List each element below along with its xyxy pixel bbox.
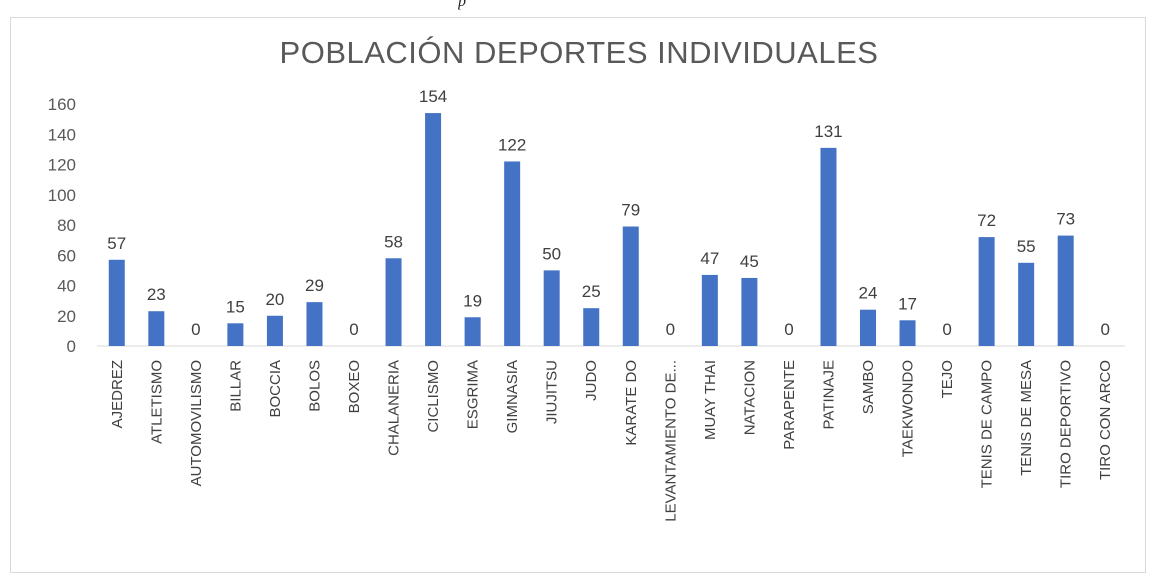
- data-label: 0: [1100, 320, 1109, 339]
- x-tick-label: JIUJITSU: [544, 360, 561, 424]
- bar: [860, 309, 876, 346]
- data-label: 45: [740, 252, 759, 271]
- bar: [227, 323, 244, 346]
- x-tick-label: ATLETISMO: [148, 360, 165, 444]
- data-label: 0: [349, 320, 358, 339]
- bar: [899, 320, 916, 346]
- bar: [385, 258, 402, 346]
- data-label: 0: [191, 320, 200, 339]
- bar: [108, 259, 125, 346]
- bar: [148, 311, 165, 346]
- x-tick-label: TAEKWONDO: [900, 360, 917, 457]
- bar: [978, 237, 995, 346]
- data-label: 19: [463, 291, 482, 310]
- y-tick-label: 80: [57, 216, 76, 235]
- data-label: 122: [498, 135, 526, 154]
- bars-group: [108, 113, 1074, 346]
- x-tick-label: SAMBO: [860, 360, 877, 414]
- y-tick-label: 60: [57, 246, 76, 265]
- x-tick-label: NATACION: [741, 360, 758, 435]
- x-tick-label: BOXEO: [346, 360, 363, 413]
- x-tick-label: PARAPENTE: [781, 360, 798, 450]
- bar: [425, 113, 442, 346]
- bar: [1057, 235, 1074, 346]
- x-tick-label: GIMNASIA: [504, 360, 521, 433]
- x-tick-label: BOCCIA: [267, 360, 284, 418]
- data-label: 154: [419, 87, 447, 106]
- data-label: 17: [898, 294, 917, 313]
- x-axis: AJEDREZ ATLETISMO AUTOMOVILISMO BILLAR BOCCI…: [109, 360, 1114, 522]
- data-label: 0: [784, 320, 793, 339]
- bar: [543, 270, 560, 346]
- y-axis: 0 20 40 60 80 100 120 140 160: [48, 95, 76, 356]
- data-label: 131: [814, 122, 842, 141]
- x-tick-label: TENIS DE CAMPO: [979, 360, 996, 488]
- x-tick-label: JUDO: [583, 360, 600, 401]
- data-label: 29: [305, 276, 324, 295]
- x-tick-label: TIRO DEPORTIVO: [1058, 360, 1075, 488]
- data-label: 73: [1056, 210, 1075, 229]
- data-label: 58: [384, 232, 403, 251]
- y-tick-label: 100: [48, 186, 76, 205]
- data-label: 50: [542, 244, 561, 263]
- x-tick-label: CHALANERIA: [386, 360, 403, 456]
- bar: [622, 226, 639, 346]
- x-tick-label: LEVANTAMIENTO DE...: [662, 360, 679, 522]
- bar: [266, 315, 283, 346]
- data-label: 23: [147, 285, 166, 304]
- caption-fragment: p: [458, 0, 466, 10]
- data-label: 79: [621, 201, 640, 220]
- y-tick-label: 20: [57, 307, 76, 326]
- bar: [1018, 262, 1035, 346]
- data-label: 15: [226, 297, 245, 316]
- y-tick-label: 0: [67, 337, 76, 356]
- bar: [701, 274, 718, 346]
- data-label: 20: [265, 290, 284, 309]
- data-label: 47: [700, 249, 719, 268]
- y-tick-label: 140: [48, 125, 76, 144]
- chart-frame: [10, 17, 1146, 573]
- x-tick-label: BOLOS: [306, 360, 323, 412]
- x-tick-label: KARATE DO: [623, 360, 640, 446]
- x-tick-label: AUTOMOVILISMO: [188, 360, 205, 486]
- y-tick-label: 40: [57, 277, 76, 296]
- data-label: 25: [582, 282, 601, 301]
- bar: [504, 161, 521, 346]
- bar: [820, 147, 837, 346]
- bar: [306, 302, 323, 346]
- x-tick-label: PATINAJE: [820, 360, 837, 429]
- x-tick-label: TENIS DE MESA: [1018, 360, 1035, 476]
- x-tick-label: TEJO: [939, 360, 956, 398]
- bar: [741, 277, 758, 346]
- data-label: 0: [666, 320, 675, 339]
- chart-title: POBLACIÓN DEPORTES INDIVIDUALES: [280, 35, 879, 70]
- y-tick-label: 160: [48, 95, 76, 114]
- bar: [464, 317, 481, 346]
- data-label: 24: [859, 284, 878, 303]
- bar: [583, 308, 600, 346]
- y-tick-label: 120: [48, 156, 76, 175]
- data-label: 72: [977, 211, 996, 230]
- x-tick-label: AJEDREZ: [109, 360, 126, 428]
- data-label: 0: [942, 320, 951, 339]
- x-tick-label: BILLAR: [227, 360, 244, 412]
- x-tick-label: TIRO CON ARCO: [1097, 360, 1114, 480]
- data-labels-group: 57 23 0 15 20 29 0 58 154 19 122 50 25 79 0 47 45 0 131 24 1…: [107, 87, 1110, 339]
- data-label: 55: [1017, 237, 1036, 256]
- x-tick-label: MUAY THAI: [702, 360, 719, 440]
- data-label: 57: [107, 234, 126, 253]
- x-tick-label: CICLISMO: [425, 360, 442, 433]
- x-tick-label: ESGRIMA: [465, 360, 482, 429]
